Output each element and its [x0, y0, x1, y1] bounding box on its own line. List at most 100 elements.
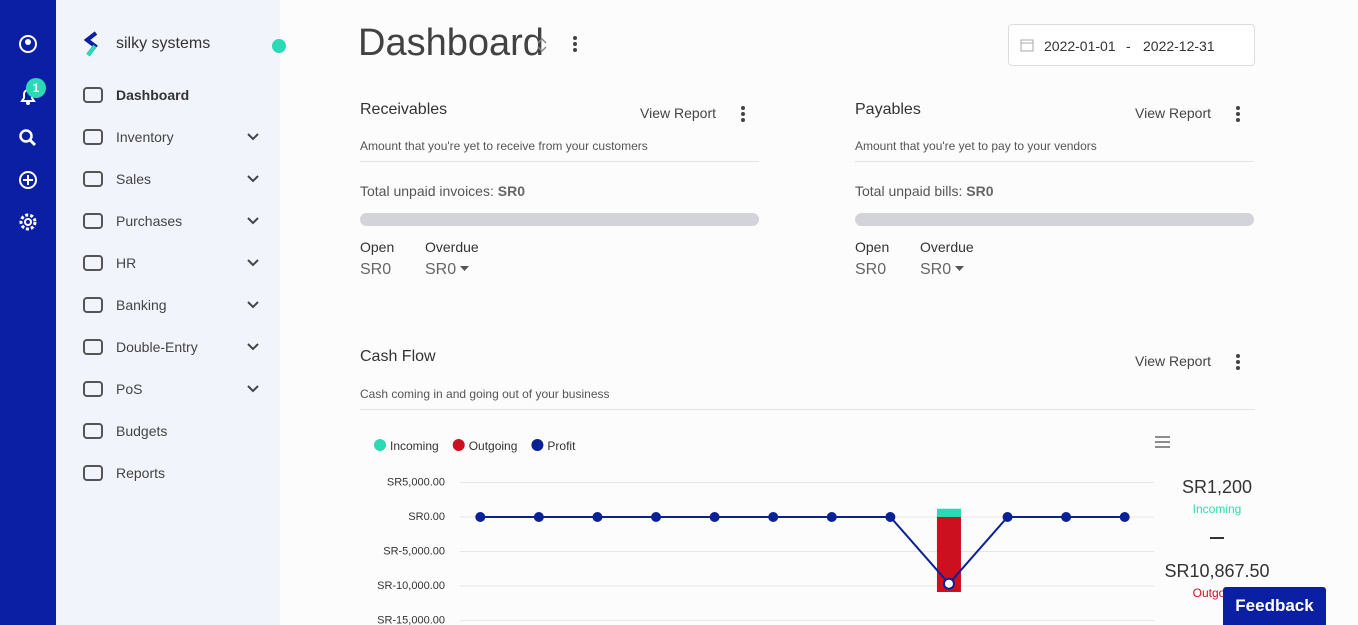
- divider: [360, 161, 759, 162]
- y-tick-label: SR-5,000.00: [383, 545, 445, 557]
- settings-icon[interactable]: [18, 212, 38, 232]
- open-value: SR0: [360, 261, 392, 278]
- total-row: Total unpaid invoices: SR0: [360, 183, 525, 199]
- nav-item[interactable]: Reports: [82, 458, 272, 488]
- point: [1002, 512, 1013, 522]
- card-title: Cash Flow: [360, 348, 436, 365]
- card-menu[interactable]: [1236, 106, 1240, 122]
- date-range-picker[interactable]: 2022-01-01 - 2022-12-31: [1008, 24, 1255, 66]
- nav-icon: [83, 213, 103, 229]
- chevron: [247, 217, 259, 225]
- nav-label: Double-Entry: [116, 339, 198, 355]
- legend-marker: [374, 439, 386, 451]
- nav-label: Sales: [116, 171, 152, 187]
- page-menu[interactable]: [573, 36, 577, 54]
- card-description: Cash coming in and going out of your bus…: [360, 387, 610, 401]
- date-end: 2022-12-31: [1143, 38, 1215, 54]
- chevron: [247, 175, 259, 183]
- card-title: Receivables: [360, 101, 448, 118]
- chevron: [247, 343, 259, 351]
- divider: [855, 161, 1254, 162]
- card-description: Amount that you're yet to receive from y…: [360, 139, 648, 153]
- profile-icon[interactable]: [18, 34, 38, 54]
- nav-icon: [83, 297, 103, 313]
- legend-label: Outgoing: [469, 439, 518, 453]
- search-icon[interactable]: [18, 128, 38, 148]
- bar: [936, 508, 961, 517]
- nav-label: HR: [116, 255, 137, 271]
- nav-label: Banking: [116, 297, 167, 313]
- nav-label: Purchases: [116, 213, 183, 229]
- nav-item[interactable]: PoS: [82, 374, 272, 404]
- summary-outgoing-value: SR10,867.50: [1164, 561, 1269, 581]
- open-value: SR0: [855, 261, 887, 278]
- overdue-label: Overdue: [920, 239, 974, 255]
- chevron: [247, 385, 259, 393]
- open-label: Open: [855, 239, 890, 255]
- nav-icon: [83, 423, 103, 439]
- view-report-link[interactable]: View Report: [1135, 105, 1212, 121]
- add-icon[interactable]: [18, 170, 38, 190]
- card-title: Payables: [855, 101, 921, 118]
- overdue-label: Overdue: [425, 239, 479, 255]
- point: [885, 512, 896, 522]
- point: [768, 512, 779, 522]
- card-menu[interactable]: [741, 106, 745, 122]
- dropdown-caret: [460, 266, 469, 271]
- collapse-button[interactable]: [272, 39, 286, 53]
- nav-item[interactable]: Budgets: [82, 416, 272, 446]
- legend-label: Incoming: [390, 439, 439, 453]
- point: [592, 512, 603, 522]
- card-description: Amount that you're yet to pay to your ve…: [855, 139, 1097, 153]
- nav-item[interactable]: Sales: [82, 164, 272, 194]
- sidebar: silky systems Dashboard Inventory Sales Pur…: [56, 0, 286, 625]
- calendar-icon: [1020, 39, 1034, 52]
- nav-label: Reports: [116, 465, 166, 481]
- total-label: Total unpaid invoices:: [360, 183, 494, 199]
- nav-item[interactable]: Dashboard: [82, 80, 272, 110]
- nav-label: Budgets: [116, 423, 168, 439]
- view-report-link[interactable]: View Report: [1135, 353, 1212, 369]
- point: [942, 577, 955, 590]
- nav-item[interactable]: HR: [82, 248, 272, 278]
- view-report-link[interactable]: View Report: [640, 105, 717, 121]
- y-tick-label: SR-15,000.00: [377, 614, 445, 625]
- y-tick-label: SR-10,000.00: [377, 580, 445, 592]
- chart-menu[interactable]: [1155, 436, 1170, 448]
- y-tick-label: SR5,000.00: [387, 476, 445, 488]
- total-value: SR0: [497, 183, 525, 199]
- nav-icon: [83, 339, 103, 355]
- feedback-button[interactable]: Feedback: [1223, 587, 1326, 625]
- nav-item[interactable]: Purchases: [82, 206, 272, 236]
- legend-marker: [452, 439, 465, 451]
- nav-item[interactable]: Banking: [82, 290, 272, 320]
- point: [709, 512, 720, 522]
- summary-incoming-value: SR1,200: [1182, 477, 1252, 497]
- overdue-value[interactable]: SR0: [425, 261, 457, 278]
- nav-icon: [83, 255, 103, 271]
- date-separator: -: [1126, 38, 1131, 54]
- nav-icon: [83, 171, 103, 187]
- nav-icon: [83, 381, 103, 397]
- nav-item[interactable]: Double-Entry: [82, 332, 272, 362]
- nav-item[interactable]: Inventory: [82, 122, 272, 152]
- point: [826, 512, 837, 522]
- nav-label: Inventory: [116, 129, 174, 145]
- nav-icon: [83, 129, 103, 145]
- open-label: Open: [360, 239, 395, 255]
- nav-label: PoS: [116, 381, 143, 397]
- nav-label: Dashboard: [116, 87, 190, 103]
- overdue-value[interactable]: SR0: [920, 261, 952, 278]
- divider: [360, 409, 1255, 410]
- notification-badge: 1: [26, 78, 46, 98]
- chevron: [247, 133, 259, 141]
- nav-icon: [83, 465, 103, 481]
- total-label: Total unpaid bills:: [855, 183, 963, 199]
- title-sort-icon[interactable]: [536, 36, 548, 54]
- point: [475, 512, 486, 522]
- card-menu[interactable]: [1236, 354, 1240, 370]
- legend-marker: [531, 439, 544, 451]
- progress-bar: [360, 213, 759, 226]
